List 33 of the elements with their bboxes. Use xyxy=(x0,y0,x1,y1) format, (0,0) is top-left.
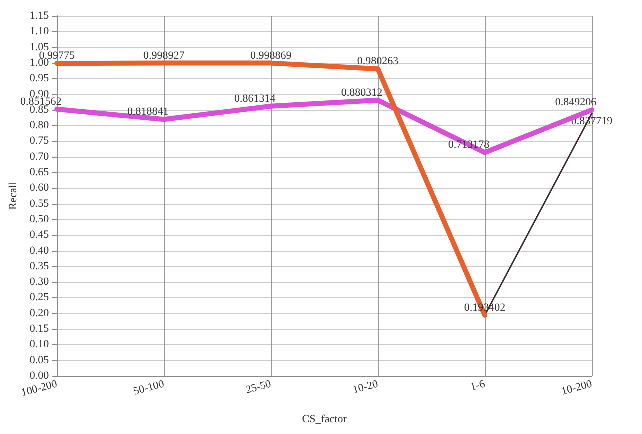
data-label: 0.818841 xyxy=(127,106,169,118)
y-tick-label: 0.05 xyxy=(30,354,50,366)
y-tick-label: 0.55 xyxy=(30,198,50,210)
x-tick-label: 10-20 xyxy=(352,378,380,396)
x-axis-title: CS_factor xyxy=(302,414,348,426)
x-tick-label: 10-200 xyxy=(560,378,594,398)
y-tick-label: 0.40 xyxy=(30,244,50,257)
y-tick-label: 0.95 xyxy=(30,72,50,85)
y-tick-label: 0.60 xyxy=(30,182,50,194)
y-tick-label: 1.15 xyxy=(30,10,50,22)
y-tick-label: 0.20 xyxy=(30,307,50,320)
data-label: 0.980263 xyxy=(357,56,400,68)
y-tick-label: 0.30 xyxy=(30,276,50,288)
data-label: 0.998927 xyxy=(143,50,186,62)
y-tick-label: 0.15 xyxy=(30,323,50,336)
y-axis-title: Recall xyxy=(8,182,20,210)
y-tick-label: 0.80 xyxy=(30,120,50,132)
data-label: 0.849206 xyxy=(555,96,598,109)
y-tick-label: 0.65 xyxy=(30,166,50,179)
y-tick-label: 0.10 xyxy=(30,338,50,351)
data-label: 0.880312 xyxy=(341,86,383,99)
y-tick-label: 0.75 xyxy=(30,135,50,148)
x-tick-label: 1-6 xyxy=(469,378,488,394)
x-tick-label: 50-100 xyxy=(132,378,166,398)
y-tick-label: 0.50 xyxy=(30,213,50,226)
y-tick-label: 0.35 xyxy=(30,260,50,272)
y-tick-label: 0.70 xyxy=(30,150,50,163)
y-tick-label: 0.45 xyxy=(30,229,50,242)
data-label: 0.861314 xyxy=(234,92,276,105)
y-tick-label: 1.10 xyxy=(30,26,50,38)
x-tick-label: 25-50 xyxy=(244,378,274,396)
data-label: 0.998869 xyxy=(250,50,292,62)
y-tick-label: 0.25 xyxy=(30,292,50,304)
